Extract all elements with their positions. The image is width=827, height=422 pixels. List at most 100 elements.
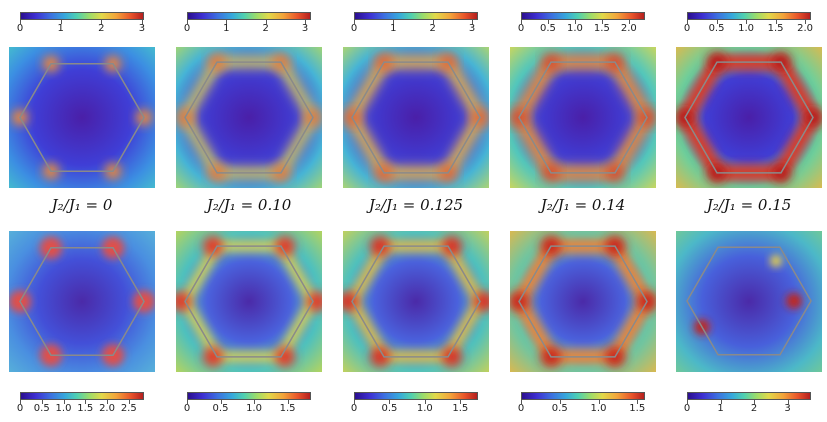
top-colorbar-tick [472,20,474,24]
top-heatmap-panel-1 [9,47,155,188]
top-colorbar-tick-label: 0 [517,23,525,34]
bottom-colorbar-tick [637,400,639,404]
top-colorbar-1 [20,12,144,20]
brillouin-zone-hexagon [184,61,314,174]
top-colorbar-tick [746,20,748,24]
top-colorbar-tick-label: 1.0 [566,23,583,34]
top-heatmap-panel-5 [676,47,822,188]
intensity-peak [370,236,390,257]
top-colorbar-tick [775,20,777,24]
heatmap-background [176,231,322,372]
top-colorbar-tick-label: 2.0 [620,23,637,34]
top-colorbar-tick [601,20,603,24]
bottom-colorbar-tick-label: 0.5 [33,403,50,414]
top-colorbar-2 [187,12,311,20]
bottom-colorbar-tick-label: 0.5 [381,403,398,414]
top-colorbar-tick [716,20,718,24]
bottom-colorbar-tick-label: 0 [350,403,358,414]
heatmap-background [343,47,489,188]
bottom-colorbar-tick [287,400,289,404]
top-colorbar-tick-label: 2.0 [797,23,814,34]
intensity-peak [203,346,223,367]
top-colorbar-tick-label: 3 [138,23,146,34]
bottom-colorbar-tick [20,400,21,404]
bottom-colorbar-tick-label: 2 [750,403,758,414]
bottom-colorbar-tick [107,400,109,404]
top-colorbar-tick [305,20,307,24]
panel-caption-5: J₂/J₁ = 0.15 [706,196,792,214]
top-colorbar-tick-label: 2 [98,23,105,34]
top-colorbar-tick-label: 1.5 [767,23,784,34]
top-colorbar-tick [141,20,143,24]
bottom-heatmap-panel-5 [676,231,822,372]
bottom-heatmap-panel-2 [176,231,322,372]
bottom-colorbar-tick [389,400,391,404]
intensity-peak [442,346,462,367]
top-colorbar-tick [805,20,807,24]
top-colorbar-tick [547,20,549,24]
bottom-colorbar-tick-label: 1.0 [416,403,433,414]
bottom-colorbar-tick-label: 1.5 [452,403,469,414]
top-colorbar-tick-label: 3 [468,23,476,34]
intensity-peak [275,346,295,367]
intensity-peak [275,236,295,257]
panel-caption-2: J₂/J₁ = 0.10 [206,196,292,214]
top-colorbar-tick [265,20,267,24]
bottom-colorbar-tick [41,400,43,404]
bottom-colorbar-tick [754,400,756,404]
top-colorbar-tick [393,20,395,24]
heatmap-background [9,231,155,372]
top-colorbar-tick-label: 0.5 [708,23,725,34]
brillouin-zone-hexagon [518,245,648,358]
bottom-colorbar-tick-label: 1.0 [590,403,607,414]
top-colorbar-tick-label: 0 [350,23,358,34]
top-colorbar-tick-label: 3 [301,23,309,34]
bottom-colorbar-tick-label: 1.0 [55,403,72,414]
panel-caption-4: J₂/J₁ = 0.14 [540,196,626,214]
intensity-peak [370,346,390,367]
top-colorbar-tick [521,20,522,24]
bottom-colorbar-tick-label: 1.5 [77,403,94,414]
top-colorbar-4 [521,12,645,20]
heatmap-background [9,47,155,188]
intensity-peak [786,293,802,309]
bottom-colorbar-tick [128,400,130,404]
top-colorbar-tick-label: 2 [429,23,436,34]
panel-caption-1: J₂/J₁ = 0 [51,196,113,214]
top-heatmap-panel-3 [343,47,489,188]
bottom-colorbar-tick [354,400,355,404]
intensity-peak [203,236,223,257]
bottom-colorbar-1 [20,392,144,400]
bottom-colorbar-tick-label: 0 [683,403,691,414]
bottom-colorbar-tick-label: 2.0 [99,403,115,414]
brillouin-zone-hexagon [684,61,814,174]
top-colorbar-tick [687,20,688,24]
panel-caption-3: J₂/J₁ = 0.125 [368,196,464,214]
bottom-heatmap-panel-3 [343,231,489,372]
bottom-heatmap-panel-4 [510,231,656,372]
bottom-colorbar-tick [424,400,426,404]
bottom-colorbar-tick-label: 3 [784,403,791,414]
bottom-colorbar-tick-label: 0 [517,403,525,414]
top-colorbar-tick [226,20,228,24]
bottom-colorbar-tick [63,400,65,404]
top-colorbar-5 [687,12,811,20]
bottom-colorbar-tick [598,400,600,404]
bottom-colorbar-tick [460,400,462,404]
bottom-colorbar-tick-label: 1.5 [629,403,646,414]
top-colorbar-tick [60,20,62,24]
bottom-colorbar-tick [85,400,87,404]
bottom-colorbar-tick-label: 1.5 [279,403,296,414]
top-colorbar-tick-label: 1.5 [593,23,610,34]
top-colorbar-tick-label: 1.0 [738,23,754,34]
bottom-colorbar-3 [354,392,478,400]
top-colorbar-tick-label: 0 [183,23,191,34]
heatmap-background [676,47,822,188]
bottom-colorbar-tick-label: 0 [16,403,24,414]
bottom-colorbar-tick [187,400,188,404]
top-colorbar-tick [574,20,576,24]
brillouin-zone-hexagon [518,61,648,174]
top-heatmap-panel-2 [176,47,322,188]
top-colorbar-tick [20,20,21,24]
bottom-colorbar-tick-label: 0.5 [212,403,229,414]
